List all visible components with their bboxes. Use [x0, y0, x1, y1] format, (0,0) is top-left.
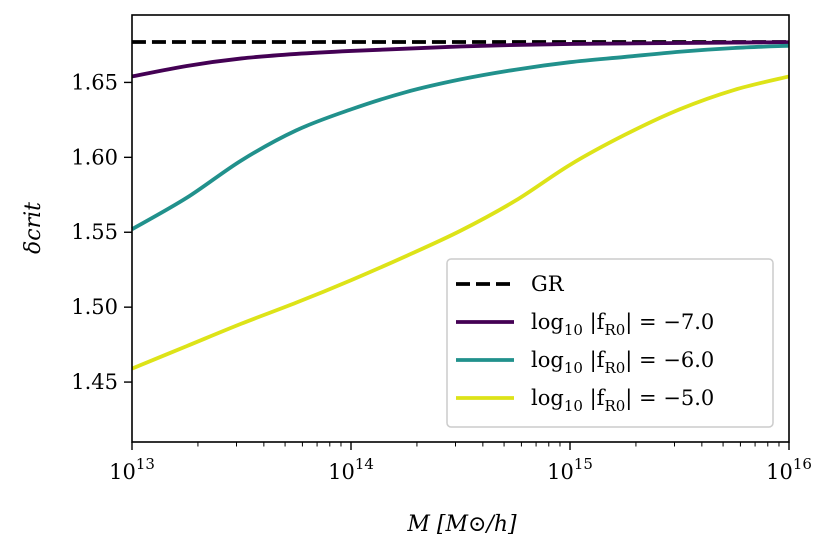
- x-axis: 1013 1014 1015 1016: [109, 442, 812, 484]
- y-tick-label-0: 1.45: [71, 370, 118, 394]
- series-line-1: [131, 40, 790, 79]
- y-tick-label-2: 1.55: [71, 220, 118, 244]
- x-tick-label-1: 1014: [328, 455, 374, 484]
- y-tick-label-3: 1.60: [71, 145, 118, 169]
- y-axis-title: δcrit: [21, 202, 46, 254]
- plot-frame: [131, 14, 790, 443]
- x-axis-title: M [M⊙/h]: [406, 512, 517, 537]
- legend-label-1: log10 |fR0| = −7.0: [531, 310, 714, 339]
- series-line-2: [131, 43, 790, 231]
- legend-label-0: GR: [531, 272, 565, 296]
- series-line-3: [131, 74, 790, 371]
- legend-label-3: log10 |fR0| = −5.0: [531, 386, 714, 415]
- x-tick-label-2: 1015: [547, 455, 593, 484]
- x-tick-label-3: 1016: [766, 455, 812, 484]
- legend-label-2: log10 |fR0| = −6.0: [531, 348, 714, 377]
- y-axis: 1.45 1.50 1.55 1.60 1.65: [71, 70, 132, 394]
- plot-lines: [131, 40, 790, 371]
- y-tick-label-4: 1.65: [71, 70, 118, 94]
- legend-box: [446, 258, 774, 428]
- x-tick-label-0: 1013: [109, 455, 155, 484]
- legend: GR log10 |fR0| = −7.0 log10 |fR0| = −6.0 lo…: [446, 258, 774, 428]
- y-tick-label-1: 1.50: [71, 295, 118, 319]
